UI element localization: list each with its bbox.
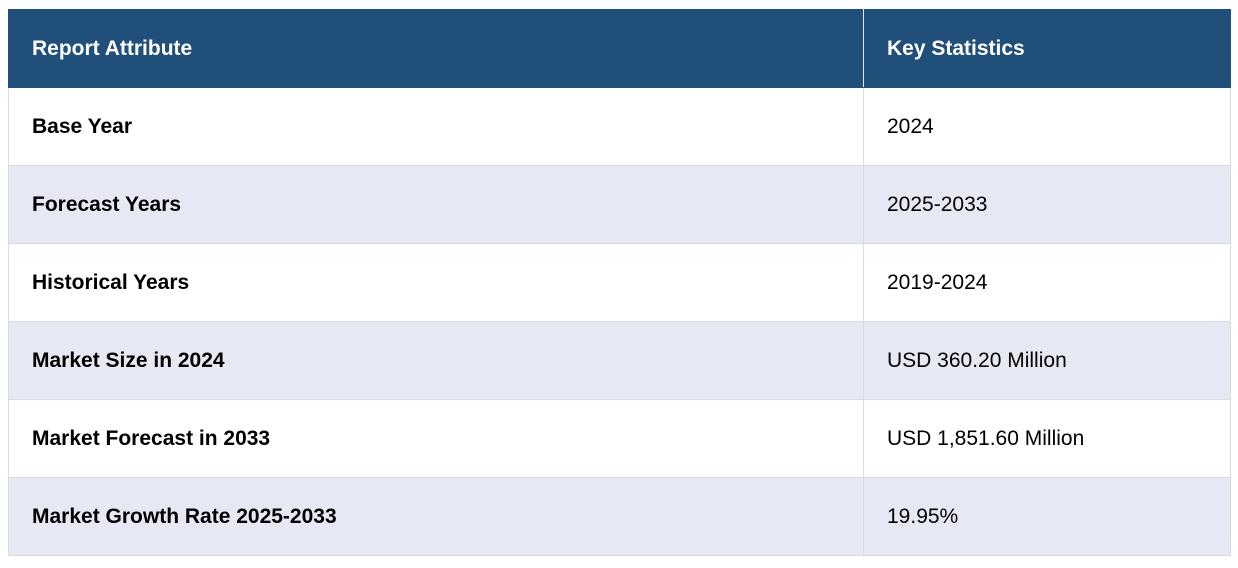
header-report-attribute: Report Attribute [8,9,864,88]
table-body: Base Year 2024 Forecast Years 2025-2033 … [8,87,1231,556]
attribute-cell: Forecast Years [8,165,864,244]
value-cell: 2024 [863,87,1231,166]
table-row: Market Size in 2024 USD 360.20 Million [8,321,1231,400]
table-header: Report Attribute Key Statistics [8,9,1231,88]
value-cell: 2025-2033 [863,165,1231,244]
attribute-cell: Historical Years [8,243,864,322]
table-row: Market Growth Rate 2025-2033 19.95% [8,477,1231,556]
table-row: Forecast Years 2025-2033 [8,165,1231,244]
attribute-cell: Base Year [8,87,864,166]
report-table-container: Report Attribute Key Statistics Base Yea… [8,9,1231,556]
table-row: Historical Years 2019-2024 [8,243,1231,322]
header-key-statistics: Key Statistics [863,9,1231,88]
value-cell: 19.95% [863,477,1231,556]
attribute-cell: Market Forecast in 2033 [8,399,864,478]
attribute-cell: Market Growth Rate 2025-2033 [8,477,864,556]
report-statistics-table: Report Attribute Key Statistics Base Yea… [8,9,1231,556]
header-row: Report Attribute Key Statistics [8,9,1231,88]
table-row: Market Forecast in 2033 USD 1,851.60 Mil… [8,399,1231,478]
attribute-cell: Market Size in 2024 [8,321,864,400]
value-cell: USD 360.20 Million [863,321,1231,400]
table-row: Base Year 2024 [8,87,1231,166]
value-cell: 2019-2024 [863,243,1231,322]
value-cell: USD 1,851.60 Million [863,399,1231,478]
